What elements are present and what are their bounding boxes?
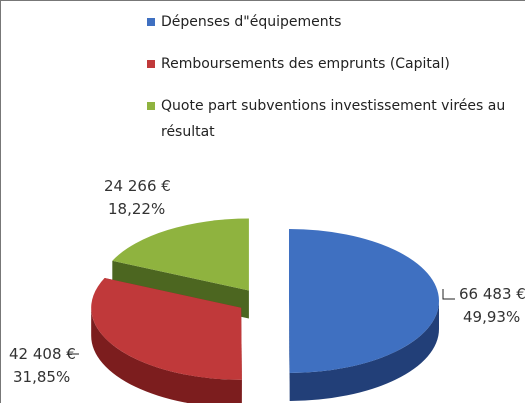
value-label: 24 266 €: [104, 177, 171, 195]
legend-item: Dépenses d"équipements: [147, 9, 517, 35]
value-label: 42 408 €: [9, 345, 76, 363]
leader-line: [442, 289, 455, 300]
legend-swatch: [147, 102, 155, 110]
slice-wall: [289, 300, 439, 401]
legend-label: Remboursements des emprunts (Capital): [161, 56, 450, 72]
value-label: 66 483 €: [459, 285, 525, 303]
percent-label: 18,22%: [108, 200, 165, 218]
legend-item: Remboursements des emprunts (Capital): [147, 51, 517, 77]
slice: [288, 228, 439, 373]
slice-side: [288, 300, 290, 401]
legend: Dépenses d"équipements Remboursements des…: [147, 9, 517, 161]
percent-label: 49,93%: [463, 308, 520, 326]
percent-label: 31,85%: [13, 368, 70, 386]
legend-swatch: [147, 18, 155, 26]
slice: [91, 278, 242, 380]
legend-swatch: [147, 60, 155, 68]
legend-label: Dépenses d"équipements: [161, 14, 342, 30]
slice-wall: [91, 307, 242, 403]
slice: [112, 218, 249, 291]
legend-item: Quote part subventions investissement vi…: [147, 93, 517, 145]
legend-label: Quote part subventions investissement vi…: [161, 98, 506, 140]
